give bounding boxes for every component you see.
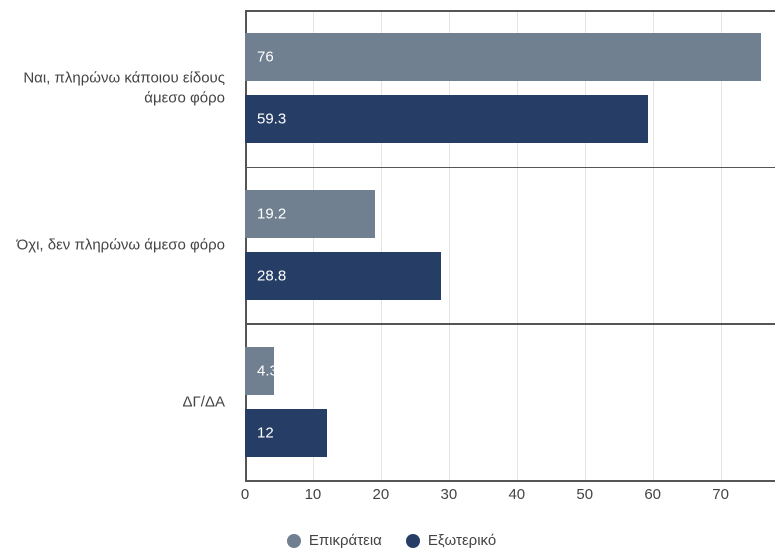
x-tick-label: 20: [373, 486, 390, 503]
bar-group: Ναι, πληρώνω κάποιου είδους άμεσο φόρο76…: [245, 10, 775, 167]
bar: 12: [245, 409, 327, 457]
legend-swatch: [406, 534, 420, 548]
bar-value-label: 4.3: [257, 362, 278, 379]
bar-group: Όχι, δεν πληρώνω άμεσο φόρο19.228.8: [245, 167, 775, 324]
x-tick-label: 50: [576, 486, 593, 503]
x-tick-label: 40: [508, 486, 525, 503]
legend-label: Εξωτερικό: [428, 532, 496, 549]
legend-item: Εξωτερικό: [406, 532, 496, 549]
bar-value-label: 12: [257, 424, 274, 441]
bar-value-label: 19.2: [257, 205, 286, 222]
x-tick-label: 30: [441, 486, 458, 503]
bar-chart: 0 10 20 30 40 50 60 70 Ναι, πληρώνω κάποιου είδο…: [0, 10, 783, 510]
x-tick-label: 10: [305, 486, 322, 503]
legend: Επικράτεια Εξωτερικό: [0, 532, 783, 552]
plot-area: 010203040506070Ναι, πληρώνω κάποιου είδο…: [245, 10, 775, 480]
bar-group: ΔΓ/ΔΑ4.312: [245, 323, 775, 480]
category-label: Ναι, πληρώνω κάποιου είδους άμεσο φόρο: [0, 69, 235, 108]
category-label: ΔΓ/ΔΑ: [0, 392, 235, 412]
x-tick-label: 0: [241, 486, 249, 503]
legend-item: Επικράτεια: [287, 532, 382, 549]
group-divider: [245, 480, 775, 482]
bar: 4.3: [245, 347, 274, 395]
bar: 19.2: [245, 190, 375, 238]
x-tick-label: 70: [712, 486, 729, 503]
bar: 76: [245, 33, 761, 81]
category-label: Όχι, δεν πληρώνω άμεσο φόρο: [0, 235, 235, 255]
bar: 28.8: [245, 252, 441, 300]
bar-value-label: 59.3: [257, 111, 286, 128]
bar: 59.3: [245, 95, 648, 143]
legend-label: Επικράτεια: [309, 532, 382, 549]
x-tick-label: 60: [644, 486, 661, 503]
legend-swatch: [287, 534, 301, 548]
bar-value-label: 28.8: [257, 267, 286, 284]
bar-value-label: 76: [257, 49, 274, 66]
